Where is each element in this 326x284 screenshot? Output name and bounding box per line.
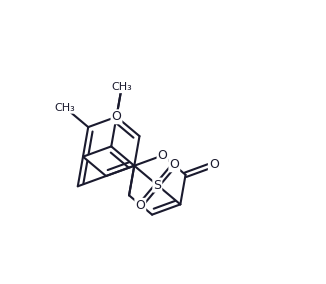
Text: O: O	[170, 158, 179, 171]
Text: O: O	[111, 110, 121, 123]
Text: O: O	[209, 158, 219, 171]
Text: O: O	[135, 199, 145, 212]
Text: S: S	[153, 179, 161, 191]
Text: O: O	[157, 149, 168, 162]
Text: CH₃: CH₃	[111, 82, 132, 92]
Text: CH₃: CH₃	[111, 82, 132, 92]
Text: CH₃: CH₃	[55, 103, 76, 113]
